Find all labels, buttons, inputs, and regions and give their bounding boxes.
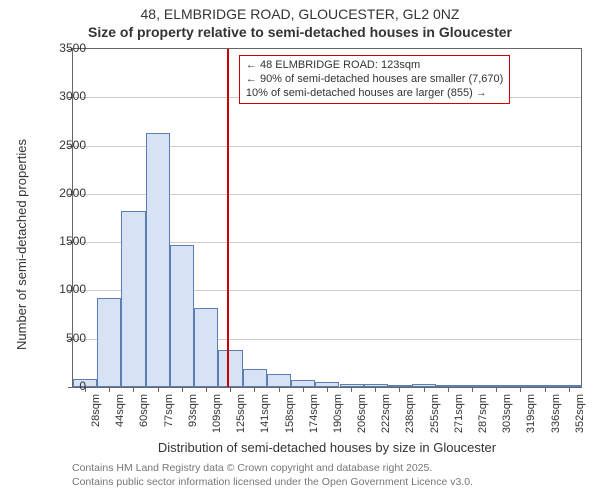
histogram-bar (194, 308, 218, 387)
ytick-label: 2000 (42, 186, 86, 200)
xtick-label: 109sqm (211, 394, 223, 444)
xtick-mark (279, 387, 280, 392)
xtick-label: 303sqm (501, 394, 513, 444)
histogram-bar (291, 380, 315, 387)
histogram-bar (146, 133, 170, 387)
ytick-label: 3000 (42, 89, 86, 103)
xtick-label: 206sqm (356, 394, 368, 444)
yaxis-label: Number of semi-detached properties (14, 139, 29, 350)
reference-line (227, 49, 229, 387)
histogram-bar (485, 385, 509, 387)
xtick-label: 287sqm (477, 394, 489, 444)
xtick-label: 336sqm (550, 394, 562, 444)
xtick-mark (545, 387, 546, 392)
xtick-label: 125sqm (235, 394, 247, 444)
xtick-mark (133, 387, 134, 392)
chart-title-line2: Size of property relative to semi-detach… (0, 24, 600, 40)
histogram-bar (243, 369, 267, 387)
ytick-label: 1000 (42, 282, 86, 296)
footer: Contains HM Land Registry data © Crown c… (72, 462, 592, 489)
annotation-box: ← 48 ELMBRIDGE ROAD: 123sqm← 90% of semi… (239, 55, 510, 104)
xtick-mark (472, 387, 473, 392)
xtick-mark (448, 387, 449, 392)
xtick-mark (182, 387, 183, 392)
xaxis-label: Distribution of semi-detached houses by … (72, 440, 582, 455)
xtick-label: 271sqm (453, 394, 465, 444)
xtick-mark (230, 387, 231, 392)
histogram-bar (509, 385, 533, 387)
xtick-label: 44sqm (114, 394, 126, 444)
footer-line1: Contains HM Land Registry data © Crown c… (72, 462, 592, 476)
xtick-label: 174sqm (308, 394, 320, 444)
xtick-label: 222sqm (380, 394, 392, 444)
xtick-label: 158sqm (284, 394, 296, 444)
ytick-label: 0 (42, 379, 86, 393)
xtick-label: 255sqm (429, 394, 441, 444)
xtick-mark (158, 387, 159, 392)
xtick-mark (303, 387, 304, 392)
annotation-line: ← 48 ELMBRIDGE ROAD: 123sqm (246, 59, 503, 73)
annotation-line: ← 90% of semi-detached houses are smalle… (246, 73, 503, 87)
xtick-mark (254, 387, 255, 392)
chart-container: 48, ELMBRIDGE ROAD, GLOUCESTER, GL2 0NZ … (0, 0, 600, 500)
xtick-label: 93sqm (187, 394, 199, 444)
xtick-mark (351, 387, 352, 392)
histogram-bar (388, 385, 412, 387)
ytick-label: 2500 (42, 138, 86, 152)
histogram-bar (364, 384, 388, 387)
chart-title-line1: 48, ELMBRIDGE ROAD, GLOUCESTER, GL2 0NZ (0, 6, 600, 22)
xtick-mark (569, 387, 570, 392)
xtick-label: 352sqm (574, 394, 586, 444)
histogram-bar (218, 350, 242, 387)
yaxis-label-wrap: Number of semi-detached properties (0, 0, 30, 430)
plot-area: ← 48 ELMBRIDGE ROAD: 123sqm← 90% of semi… (72, 48, 582, 388)
xtick-mark (496, 387, 497, 392)
xtick-label: 28sqm (90, 394, 102, 444)
histogram-bar (121, 211, 145, 387)
ytick-label: 1500 (42, 234, 86, 248)
xtick-label: 141sqm (259, 394, 271, 444)
xtick-mark (424, 387, 425, 392)
xtick-mark (520, 387, 521, 392)
ytick-label: 3500 (42, 41, 86, 55)
xtick-label: 319sqm (525, 394, 537, 444)
xtick-mark (206, 387, 207, 392)
xtick-mark (375, 387, 376, 392)
histogram-bar (267, 374, 291, 387)
xtick-label: 190sqm (332, 394, 344, 444)
xtick-mark (109, 387, 110, 392)
footer-line2: Contains public sector information licen… (72, 476, 592, 490)
ytick-label: 500 (42, 331, 86, 345)
xtick-label: 77sqm (163, 394, 175, 444)
annotation-line: 10% of semi-detached houses are larger (… (246, 87, 503, 101)
histogram-bar (97, 298, 121, 387)
xtick-mark (327, 387, 328, 392)
xtick-label: 238sqm (404, 394, 416, 444)
histogram-bar (170, 245, 194, 387)
xtick-label: 60sqm (138, 394, 150, 444)
xtick-mark (399, 387, 400, 392)
